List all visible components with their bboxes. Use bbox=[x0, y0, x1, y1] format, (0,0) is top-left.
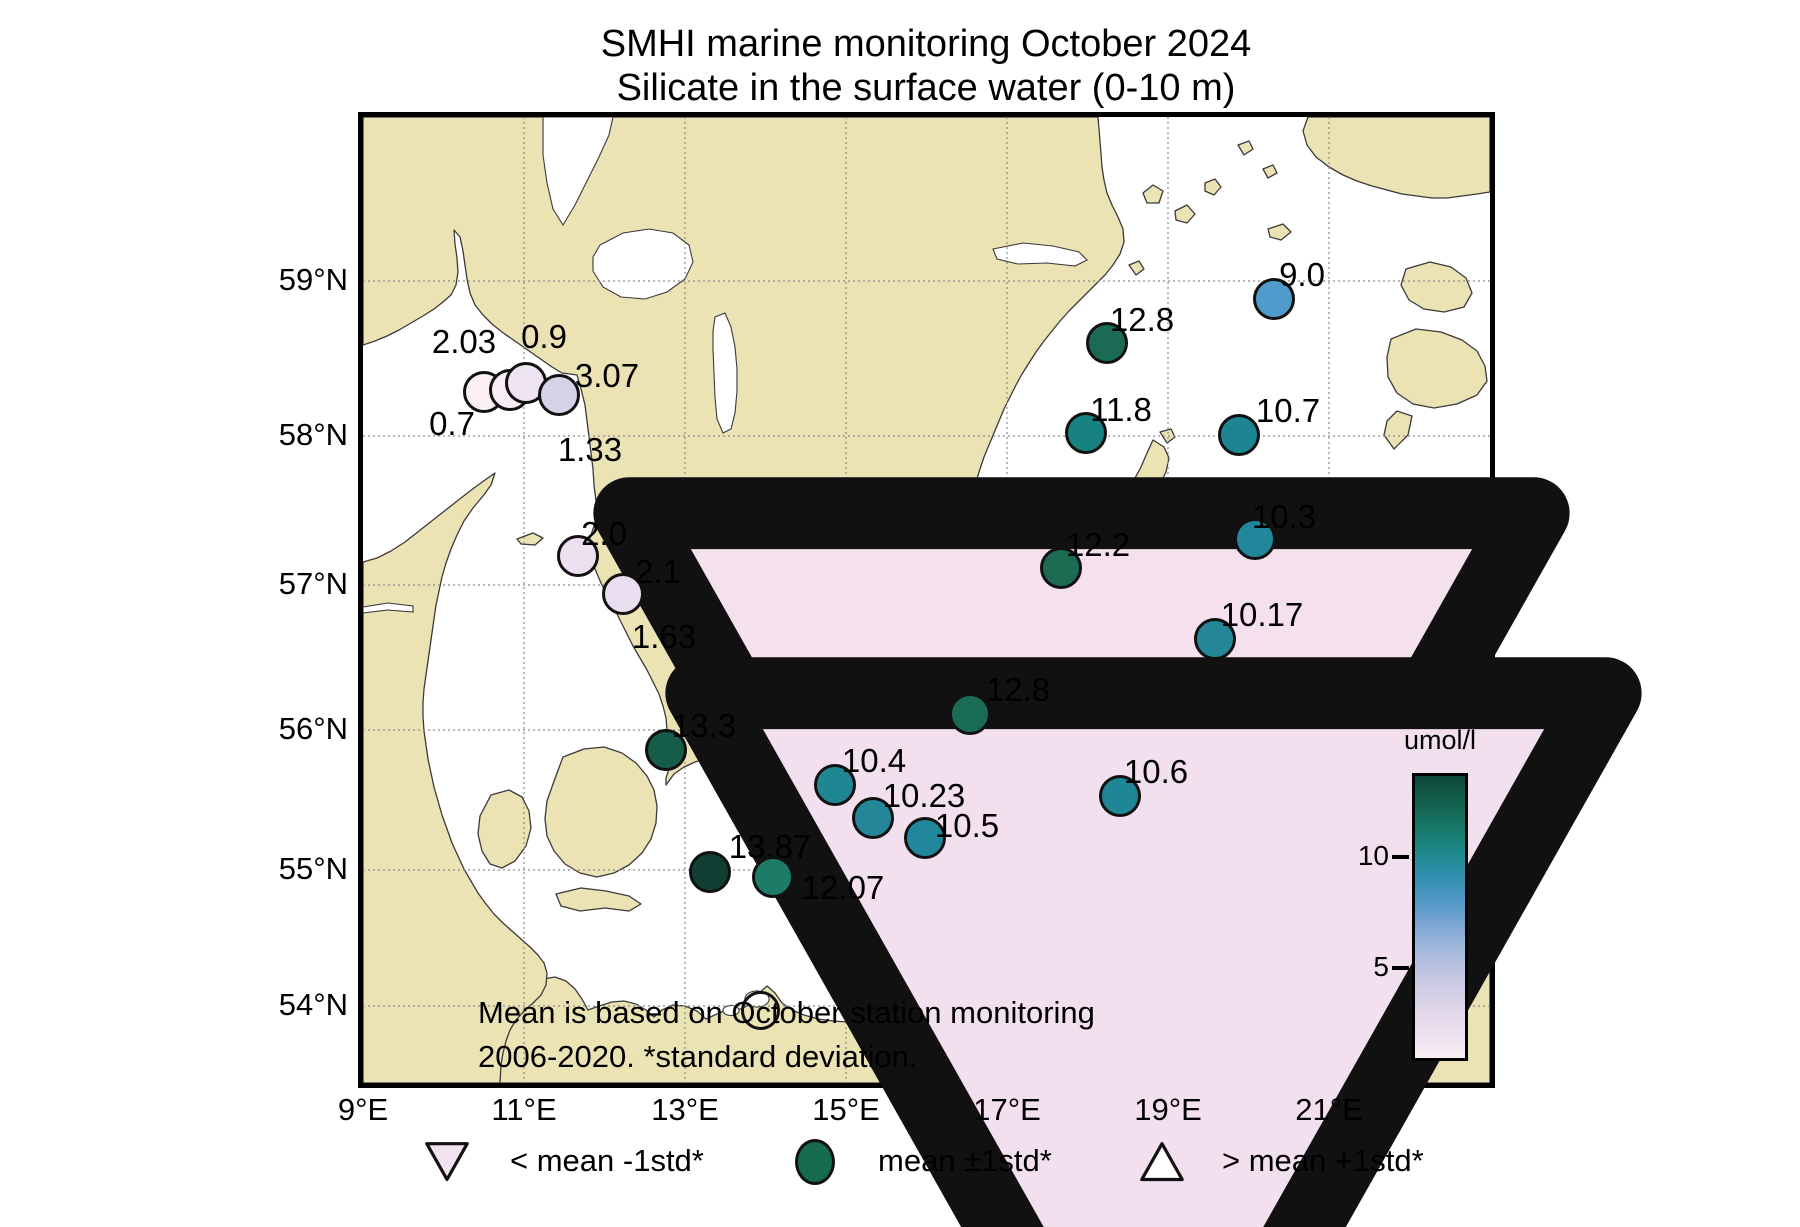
station-marker bbox=[752, 856, 794, 898]
colorbar-tick-label: 5 bbox=[1373, 951, 1389, 982]
station-marker bbox=[1065, 412, 1107, 454]
station-marker bbox=[1099, 775, 1141, 817]
station-value-label: 11.8 bbox=[1090, 391, 1152, 428]
station-marker bbox=[904, 817, 946, 859]
island-lolland bbox=[555, 887, 642, 912]
chart-title-line1: SMHI marine monitoring October 2024 bbox=[600, 23, 1252, 65]
x-tick-label: 15°E bbox=[812, 1092, 880, 1127]
island-hiiumaa bbox=[1400, 261, 1473, 313]
colorbar-unit-label: umol/l bbox=[1403, 725, 1477, 755]
legend-symbol-triangle-down bbox=[423, 1140, 471, 1188]
island-archipelago bbox=[1128, 260, 1145, 276]
station-value-label: 10.23 bbox=[882, 777, 966, 814]
station-marker bbox=[1253, 278, 1295, 320]
legend-label: < mean -1std* bbox=[510, 1143, 704, 1178]
station-marker bbox=[538, 374, 580, 416]
colorbar bbox=[1412, 773, 1468, 1061]
island-saaremaa-tail bbox=[1383, 410, 1413, 450]
island-archipelago bbox=[1262, 164, 1278, 179]
lake-vattern bbox=[712, 312, 738, 434]
station-value-label: 10.7 bbox=[1255, 392, 1321, 429]
station-marker bbox=[1234, 518, 1276, 560]
x-tick-label: 9°E bbox=[337, 1092, 389, 1127]
chart-title: SMHI marine monitoring October 2024 Sili… bbox=[601, 22, 1252, 110]
map-annotation: Mean is based on October station monitor… bbox=[478, 991, 1095, 1079]
y-tick-label: 54°N bbox=[278, 987, 348, 1022]
y-tick-label: 57°N bbox=[278, 566, 348, 601]
lake-malaren bbox=[992, 242, 1088, 267]
colorbar-tick-label: 10 bbox=[1357, 840, 1389, 871]
station-marker bbox=[852, 797, 894, 839]
station-value-label: 12.8 bbox=[985, 671, 1051, 708]
island-faro bbox=[1159, 428, 1176, 444]
y-tick-label: 55°N bbox=[278, 851, 348, 886]
station-value-label: 10.17 bbox=[1220, 596, 1304, 633]
station-value-label: 10.4 bbox=[841, 742, 907, 779]
y-tick-label: 56°N bbox=[278, 711, 348, 746]
station-value-label: 2.0 bbox=[581, 515, 627, 552]
island-saaremaa bbox=[1386, 328, 1488, 409]
map-area: 0.7 2.03 0.9 3.07 1.33 2.0 2.1 1.63 13.3 13.87 12.… bbox=[358, 112, 1642, 1227]
chart-title-line2: Silicate in the surface water (0-10 m) bbox=[616, 67, 1236, 109]
legend-symbol-circle bbox=[795, 1139, 835, 1185]
station-marker bbox=[1218, 414, 1260, 456]
legend-label: > mean +1std* bbox=[1222, 1143, 1424, 1178]
x-tick-label: 17°E bbox=[973, 1092, 1041, 1127]
station-marker bbox=[1086, 322, 1128, 364]
land-jutland bbox=[363, 472, 548, 1083]
land-finland bbox=[1302, 117, 1490, 199]
station-marker bbox=[741, 991, 780, 1030]
limfjord bbox=[363, 602, 414, 614]
x-tick-label: 21°E bbox=[1295, 1092, 1363, 1127]
station-value-label: 12.07 bbox=[801, 869, 885, 906]
island-archipelago bbox=[1237, 140, 1254, 156]
x-tick-label: 19°E bbox=[1134, 1092, 1202, 1127]
y-tick-label: 59°N bbox=[278, 262, 348, 297]
station-marker bbox=[1040, 547, 1082, 589]
island-archipelago bbox=[1267, 223, 1292, 241]
colorbar-tick bbox=[1392, 966, 1409, 970]
station-marker bbox=[1194, 618, 1236, 660]
station-value-label: 0.9 bbox=[521, 318, 567, 355]
station-marker bbox=[557, 535, 599, 577]
station-value-label: 1.33 bbox=[557, 431, 623, 468]
ruegen-lagoon bbox=[722, 1004, 740, 1017]
station-marker bbox=[689, 851, 731, 893]
annotation-line1: Mean is based on October station monitor… bbox=[478, 995, 1095, 1030]
x-tick-label: 13°E bbox=[651, 1092, 719, 1127]
station-value-label: 3.07 bbox=[574, 357, 640, 394]
station-value-label: 10.3 bbox=[1251, 498, 1317, 535]
colorbar-tick bbox=[1392, 855, 1409, 859]
annotation-line2: 2006-2020. *standard deviation. bbox=[478, 1039, 918, 1074]
fjord-valley bbox=[542, 117, 614, 227]
station-value-label: 1.63 bbox=[631, 618, 697, 655]
legend-symbol-triangle-up bbox=[1138, 1140, 1186, 1188]
x-tick-label: 11°E bbox=[491, 1092, 557, 1127]
station-value-label: 12.2 bbox=[1065, 526, 1131, 563]
station-value-label: 13.3 bbox=[671, 707, 737, 744]
island-zealand bbox=[544, 746, 658, 878]
station-marker bbox=[602, 573, 644, 615]
island-aland bbox=[1204, 178, 1222, 196]
station-value-label: 10.6 bbox=[1123, 753, 1189, 790]
station-value-label: 12.8 bbox=[1109, 301, 1175, 338]
station-value-label: 0.7 bbox=[429, 405, 475, 442]
station-marker bbox=[949, 693, 991, 735]
y-tick-label: 58°N bbox=[278, 417, 348, 452]
island-aland bbox=[1142, 184, 1164, 204]
island-funen bbox=[477, 789, 532, 869]
station-marker bbox=[645, 729, 687, 771]
island-aland bbox=[1174, 204, 1196, 224]
legend-label: mean ±1std* bbox=[878, 1143, 1052, 1178]
station-value-label: 9.0 bbox=[1279, 256, 1325, 293]
station-marker bbox=[814, 764, 856, 806]
station-value-label: 2.1 bbox=[635, 553, 681, 590]
station-value-label: 2.03 bbox=[431, 323, 497, 360]
station-value-label: 10.5 bbox=[934, 807, 1000, 844]
